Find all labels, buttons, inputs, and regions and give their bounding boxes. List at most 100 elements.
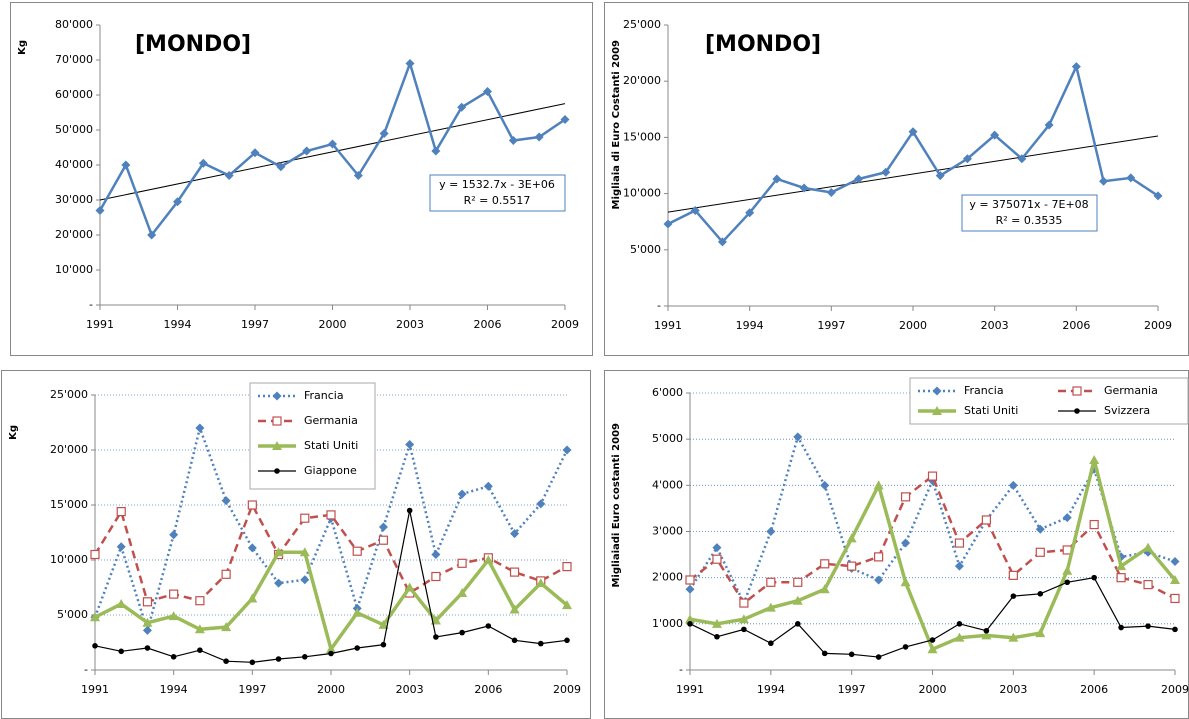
marker xyxy=(990,130,1000,140)
marker xyxy=(511,637,518,644)
chart-title: [MONDO] xyxy=(135,32,251,57)
legend-label: Francia xyxy=(304,389,344,402)
x-tick-label: 1994 xyxy=(736,319,764,332)
marker xyxy=(1143,542,1154,552)
marker xyxy=(485,623,492,629)
y-tick-label: 20'000 xyxy=(55,228,93,241)
marker xyxy=(352,546,362,556)
marker xyxy=(562,445,572,455)
x-tick-label: 1994 xyxy=(757,683,785,696)
marker xyxy=(276,162,286,172)
y-axis-label: Kg xyxy=(8,425,19,440)
marker xyxy=(954,538,965,548)
marker xyxy=(690,205,700,215)
marker xyxy=(169,589,179,599)
legend-label: Stati Uniti xyxy=(304,439,358,452)
marker xyxy=(509,567,520,577)
y-tick-label: 10'000 xyxy=(50,553,88,566)
legend-label: Svizzera xyxy=(1104,404,1150,417)
y-tick-label: 15'000 xyxy=(50,498,88,511)
x-tick-label: 2000 xyxy=(317,683,345,696)
legend-label: Germania xyxy=(304,414,358,427)
y-tick-label: 25'000 xyxy=(50,388,88,401)
marker xyxy=(90,612,100,622)
marker xyxy=(794,621,801,627)
x-tick-label: 2003 xyxy=(999,683,1027,696)
annotation-box xyxy=(961,194,1098,232)
y-tick-label: 15'000 xyxy=(623,130,661,143)
y-tick-label: 50'000 xyxy=(55,123,93,136)
x-tick-label: 2003 xyxy=(981,319,1009,332)
marker xyxy=(711,618,722,628)
marker xyxy=(535,578,546,588)
trend-equation: y = 375071x - 7E+08 xyxy=(969,198,1088,211)
y-tick-label: - xyxy=(84,663,88,676)
marker xyxy=(328,650,334,657)
x-tick-label: 2009 xyxy=(551,318,579,331)
marker xyxy=(1037,591,1044,597)
marker xyxy=(846,533,857,543)
marker xyxy=(1017,154,1027,164)
marker xyxy=(379,129,389,138)
marker xyxy=(90,549,100,560)
marker xyxy=(405,59,415,68)
marker xyxy=(663,219,673,229)
marker xyxy=(854,174,864,184)
marker xyxy=(981,630,992,640)
marker xyxy=(508,136,518,145)
marker xyxy=(195,596,205,606)
marker xyxy=(1008,480,1018,490)
marker xyxy=(1172,626,1178,633)
x-tick-label: 2006 xyxy=(474,683,502,696)
legend-marker xyxy=(932,386,942,396)
marker xyxy=(685,614,695,624)
marker xyxy=(765,602,776,612)
marker xyxy=(981,515,991,525)
marker xyxy=(874,575,884,585)
x-tick-label: 1994 xyxy=(164,318,192,331)
marker xyxy=(1035,524,1045,534)
y-tick-label: 6'000 xyxy=(652,386,683,399)
y-tick-label: 3'000 xyxy=(652,525,683,538)
marker xyxy=(378,522,388,532)
marker xyxy=(908,127,918,137)
legend-marker xyxy=(272,416,282,426)
marker xyxy=(935,171,945,181)
marker xyxy=(354,645,361,651)
marker xyxy=(1116,573,1126,583)
marker xyxy=(927,471,938,481)
y-tick-label: 5'000 xyxy=(652,432,683,445)
marker xyxy=(328,139,337,149)
marker xyxy=(1143,579,1153,590)
marker xyxy=(799,183,809,193)
marker xyxy=(275,656,282,662)
marker xyxy=(820,559,830,569)
y-tick-label: 30'000 xyxy=(55,193,93,206)
y-tick-label: 10'000 xyxy=(623,187,661,200)
marker xyxy=(954,632,965,642)
marker xyxy=(168,611,179,621)
marker xyxy=(221,622,232,632)
marker xyxy=(247,543,257,553)
marker xyxy=(300,513,310,523)
marker xyxy=(900,492,911,502)
trend-equation: R² = 0.5517 xyxy=(464,194,531,207)
marker xyxy=(197,647,203,653)
marker xyxy=(221,569,231,579)
marker xyxy=(712,543,722,553)
marker xyxy=(326,510,336,520)
marker xyxy=(457,558,467,568)
marker xyxy=(142,617,153,627)
marker xyxy=(1062,513,1072,523)
marker xyxy=(404,582,415,592)
marker xyxy=(875,654,882,660)
marker xyxy=(793,432,803,442)
marker xyxy=(250,148,260,158)
marker xyxy=(223,658,229,664)
x-tick-label: 1997 xyxy=(238,683,266,696)
marker xyxy=(118,648,125,655)
marker xyxy=(1044,120,1054,130)
marker xyxy=(536,499,546,509)
trendline xyxy=(99,103,566,201)
y-axis-label: Migliaia di Euro Costanti 2009 xyxy=(611,40,622,209)
